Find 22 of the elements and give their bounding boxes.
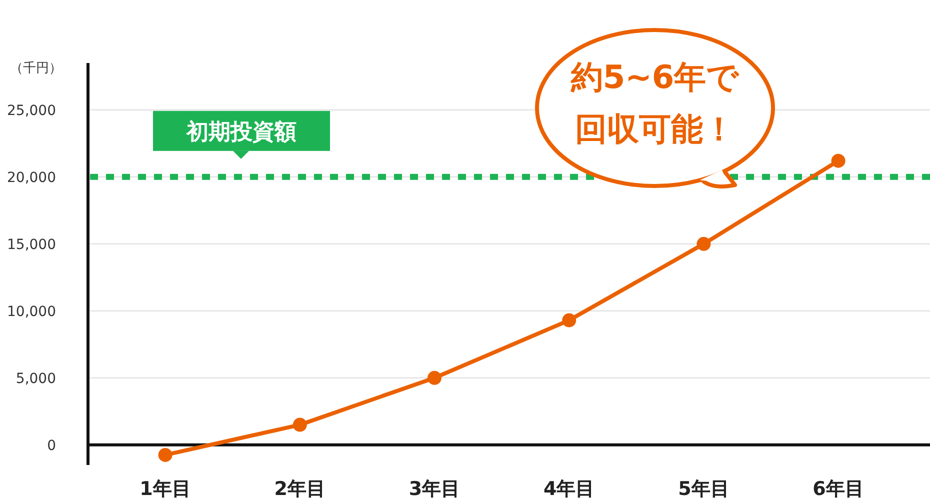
point: [428, 370, 442, 385]
x-tick-label: 5年目: [678, 478, 730, 500]
y-axis-title: （千円）: [10, 61, 62, 76]
x-tick-label: 6年目: [812, 478, 864, 500]
point: [158, 448, 172, 462]
annotation: 約5~6年で回収可能！: [570, 58, 740, 148]
x-tick-label: 3年目: [408, 478, 460, 500]
speech-bubble: 約5~6年で回収可能！: [535, 28, 775, 188]
x-tick-label: 4年目: [543, 478, 595, 500]
point: [562, 313, 576, 328]
y-tick-label: 10,000: [7, 304, 56, 320]
ref-line-label: 初期投資額: [186, 118, 296, 145]
point: [831, 154, 846, 168]
x-tick-label: 1年目: [140, 478, 191, 500]
y-tick-label: 0: [47, 438, 56, 454]
y-tick-label: 15,000: [7, 236, 56, 253]
point: [696, 236, 711, 251]
y-tick-label: 20,000: [7, 170, 56, 186]
x-tick-label: 2年目: [274, 478, 326, 500]
point: [292, 418, 307, 432]
y-tick-label: 25,000: [7, 102, 56, 119]
y-tick-label: 5,000: [16, 370, 56, 387]
